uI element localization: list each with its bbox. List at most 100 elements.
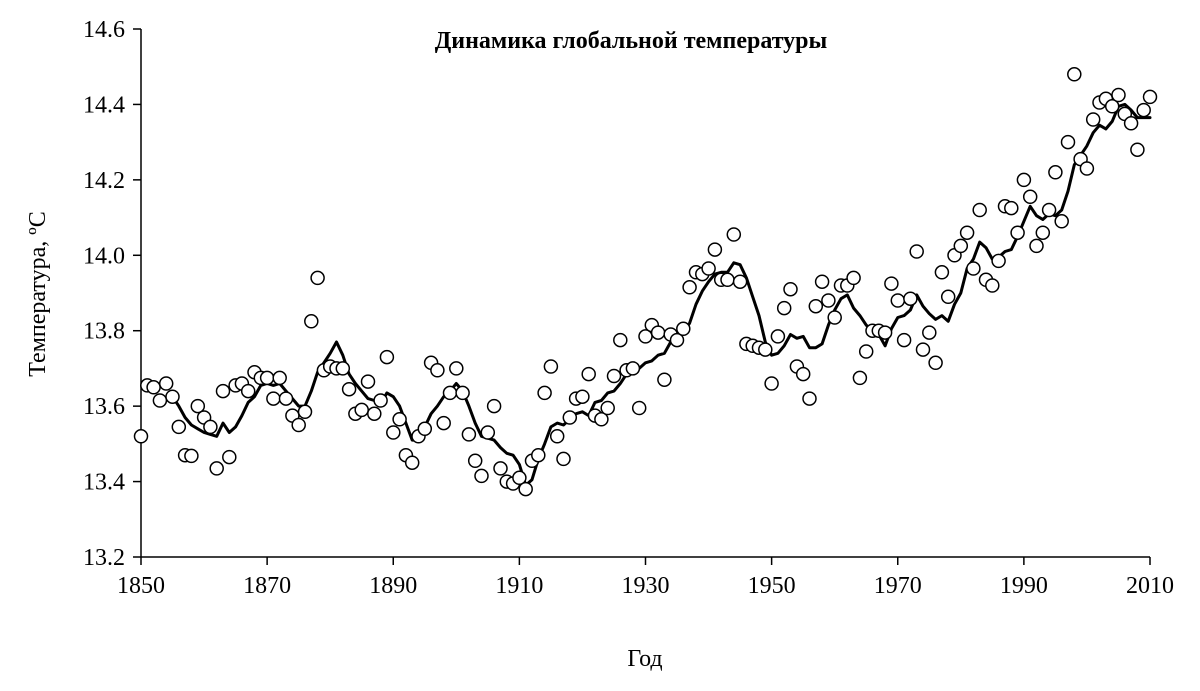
data-point — [934, 265, 950, 280]
y-tick-label: 13.4 — [83, 470, 125, 496]
data-point — [278, 391, 294, 406]
data-point — [537, 385, 552, 401]
data-point — [858, 344, 874, 359]
data-point — [158, 376, 174, 391]
data-point — [1111, 87, 1126, 103]
data-point — [890, 293, 906, 308]
data-point — [1142, 89, 1158, 105]
data-point — [430, 363, 445, 378]
data-point — [852, 370, 868, 386]
data-point — [606, 368, 622, 384]
data-point — [915, 342, 931, 357]
data-point — [631, 400, 647, 416]
data-point — [1010, 225, 1025, 240]
y-tick-label: 14.6 — [83, 17, 125, 43]
data-point — [814, 274, 830, 289]
data-point — [379, 349, 395, 365]
data-point — [594, 412, 609, 427]
y-tick-label: 14.2 — [83, 168, 125, 194]
data-point — [1079, 161, 1095, 176]
data-point — [1123, 116, 1139, 131]
data-point — [171, 419, 187, 435]
data-point — [486, 398, 502, 414]
data-point — [449, 361, 464, 376]
labels-layer: Динамика глобальной температуры Год Темп… — [25, 28, 828, 672]
data-point — [581, 366, 596, 382]
data-point — [474, 468, 489, 484]
data-point — [846, 270, 861, 286]
x-tick-label: 1930 — [622, 573, 670, 599]
data-point — [758, 342, 773, 357]
data-point — [518, 481, 533, 497]
data-point — [404, 455, 420, 470]
data-point — [304, 314, 319, 329]
data-point — [1136, 102, 1151, 118]
data-point — [940, 289, 956, 305]
data-point — [392, 412, 407, 427]
data-point — [682, 280, 697, 295]
x-tick-label: 1850 — [117, 573, 165, 599]
data-point — [764, 376, 779, 391]
data-point — [953, 238, 969, 254]
data-point — [556, 451, 571, 467]
data-point — [480, 425, 496, 440]
data-point — [770, 329, 786, 344]
data-point — [259, 370, 275, 386]
data-point — [272, 370, 287, 386]
data-point — [1016, 172, 1032, 188]
data-point — [720, 272, 735, 288]
x-tick-label: 1950 — [748, 573, 796, 599]
data-point — [417, 421, 433, 437]
data-point — [1130, 142, 1145, 157]
data-point — [209, 461, 224, 476]
data-point — [795, 366, 811, 382]
data-point — [360, 374, 376, 389]
data-point — [928, 355, 943, 371]
x-tick-label: 2010 — [1126, 573, 1174, 599]
data-point — [1029, 238, 1044, 254]
y-tick-label: 14.4 — [83, 92, 125, 118]
y-tick-label: 13.8 — [83, 319, 125, 345]
data-point — [222, 449, 237, 465]
data-point — [310, 270, 325, 286]
data-point — [575, 389, 590, 404]
data-point — [562, 410, 578, 425]
data-point — [1048, 165, 1063, 180]
axes: 13.2 13.4 13.6 13.8 14.0 14.2 14.4 14.6 1850 1870… — [83, 17, 1174, 599]
data-point — [669, 332, 685, 348]
data-point — [1104, 99, 1120, 114]
data-point — [146, 380, 161, 395]
data-point — [373, 393, 388, 408]
data-point — [676, 321, 691, 337]
x-tick-label: 1910 — [495, 573, 543, 599]
data-point — [972, 202, 987, 218]
data-point — [776, 300, 792, 316]
data-point — [493, 461, 508, 476]
data-point — [1060, 134, 1076, 150]
data-point — [808, 298, 824, 314]
data-point — [922, 325, 937, 340]
data-point — [215, 383, 231, 399]
data-point — [802, 391, 817, 406]
data-point — [903, 291, 918, 306]
y-tick-label: 14.0 — [83, 243, 125, 269]
data-point — [827, 310, 842, 325]
chart-title: Динамика глобальной температуры — [435, 28, 828, 54]
data-point — [1085, 112, 1101, 127]
data-point — [1035, 225, 1051, 240]
data-point — [726, 227, 742, 242]
data-point — [203, 419, 218, 435]
data-point — [600, 400, 615, 416]
data-point — [821, 293, 836, 308]
x-tick-label: 1890 — [369, 573, 417, 599]
trend-line-layer — [171, 102, 1152, 487]
data-point — [707, 242, 723, 257]
data-point — [367, 406, 382, 421]
data-point — [297, 404, 313, 420]
data-point — [701, 261, 716, 276]
data-point — [966, 261, 981, 276]
x-tick-label: 1870 — [243, 573, 291, 599]
x-axis-title: Год — [627, 646, 662, 672]
data-point — [783, 281, 798, 297]
